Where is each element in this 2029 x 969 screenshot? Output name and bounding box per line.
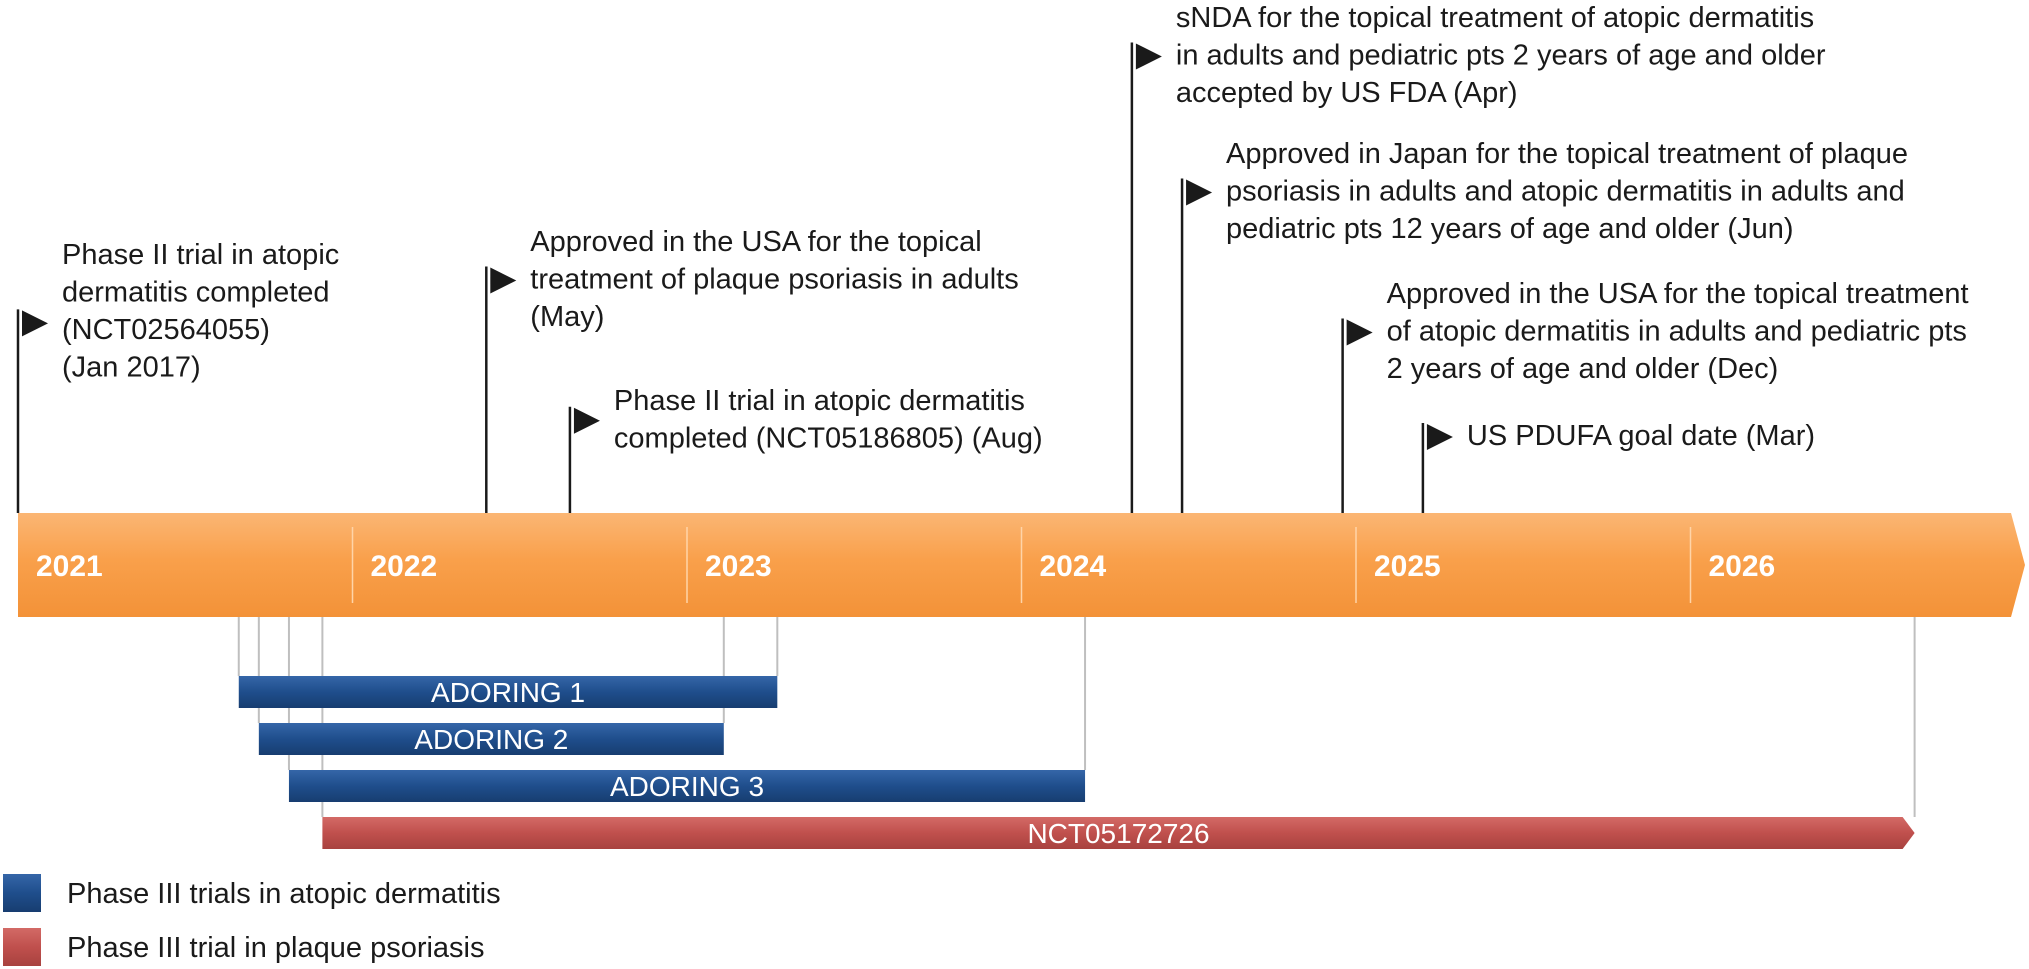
- trial-bar-adoring-3: ADORING 3: [288, 770, 1086, 802]
- legend-label: Phase III trials in atopic dermatitis: [67, 878, 501, 910]
- event-text-line: sNDA for the topical treatment of atopic…: [1176, 2, 1814, 34]
- event-text-line: (NCT02564055): [62, 314, 270, 346]
- trial-label: NCT05172726: [1027, 818, 1209, 849]
- event-text-line: Approved in Japan for the topical treatm…: [1226, 138, 1908, 170]
- trial-label: ADORING 1: [431, 677, 585, 708]
- event-text-line: 2 years of age and older (Dec): [1387, 353, 1779, 385]
- year-label-2023: 2023: [705, 550, 772, 583]
- event-snda-apr: sNDA for the topical treatment of atopic…: [1130, 2, 1826, 513]
- flag-marker-icon: [573, 407, 600, 434]
- event-text-line: dermatitis completed: [62, 277, 330, 309]
- event-text-line: pediatric pts 12 years of age and older …: [1226, 213, 1793, 245]
- event-text-line: in adults and pediatric pts 2 years of a…: [1176, 40, 1826, 72]
- year-label-2021: 2021: [36, 550, 103, 583]
- year-label-2022: 2022: [371, 550, 438, 583]
- trial-bar-adoring-1: ADORING 1: [238, 676, 778, 708]
- trial-label: ADORING 3: [610, 771, 764, 802]
- legend-item-atopic: Phase III trials in atopic dermatitis: [3, 874, 501, 912]
- trial-bars: ADORING 1 ADORING 2 ADORING 3 NCT05172726: [238, 676, 1915, 849]
- year-label-2024: 2024: [1040, 550, 1107, 583]
- trial-bar-nct05172726: NCT05172726: [322, 817, 1915, 849]
- event-text-line: Phase II trial in atopic: [62, 239, 339, 271]
- flag-marker-icon: [22, 310, 48, 337]
- flag-marker-icon: [1346, 319, 1373, 346]
- event-pdufa-mar: US PDUFA goal date (Mar): [1421, 420, 1815, 513]
- event-text-line: treatment of plaque psoriasis in adults: [530, 264, 1018, 296]
- event-japan-jun: Approved in Japan for the topical treatm…: [1180, 138, 1908, 513]
- legend-label: Phase III trial in plaque psoriasis: [67, 932, 485, 964]
- trial-bar-shape: [288, 770, 1086, 802]
- legend-swatch: [3, 874, 41, 912]
- legend: Phase III trials in atopic dermatitis Pha…: [3, 874, 501, 966]
- legend-item-psoriasis: Phase III trial in plaque psoriasis: [3, 928, 485, 966]
- trial-bar-shape: [322, 817, 1915, 849]
- year-label-2025: 2025: [1374, 550, 1441, 583]
- flag-marker-icon: [1426, 424, 1453, 450]
- event-text-line: accepted by US FDA (Apr): [1176, 77, 1518, 109]
- trial-bar-adoring-2: ADORING 2: [258, 723, 724, 755]
- event-text-line: Phase II trial in atopic dermatitis: [614, 385, 1025, 417]
- trial-bar-shape: [238, 676, 778, 708]
- event-text-line: US PDUFA goal date (Mar): [1467, 420, 1815, 452]
- flag-marker-icon: [1135, 43, 1162, 70]
- milestone-events: Phase II trial in atopic dermatitis compl…: [16, 2, 1969, 513]
- event-usa-ad-dec: Approved in the USA for the topical trea…: [1341, 278, 1969, 513]
- event-text-line: Approved in the USA for the topical trea…: [1387, 278, 1969, 310]
- event-text-line: (May): [530, 301, 604, 333]
- event-phase2-ad-2017: Phase II trial in atopic dermatitis compl…: [16, 239, 339, 513]
- event-text-line: (Jan 2017): [62, 352, 201, 384]
- event-text-line: of atopic dermatitis in adults and pedia…: [1387, 316, 1967, 348]
- event-text-line: completed (NCT05186805) (Aug): [614, 423, 1043, 455]
- flag-marker-icon: [1186, 179, 1213, 206]
- event-text-line: psoriasis in adults and atopic dermatiti…: [1226, 176, 1905, 208]
- year-label-2026: 2026: [1709, 550, 1776, 583]
- flag-marker-icon: [490, 267, 517, 294]
- trial-bar-shape: [258, 723, 724, 755]
- trial-label: ADORING 2: [414, 724, 568, 755]
- event-usa-psoriasis-may: Approved in the USA for the topical treat…: [485, 226, 1019, 513]
- legend-swatch: [3, 928, 41, 966]
- event-phase2-ad-aug: Phase II trial in atopic dermatitis compl…: [568, 385, 1043, 513]
- year-axis-band: 2021 2022 2023 2024 2025 2026: [18, 513, 2025, 617]
- event-text-line: Approved in the USA for the topical: [530, 226, 981, 258]
